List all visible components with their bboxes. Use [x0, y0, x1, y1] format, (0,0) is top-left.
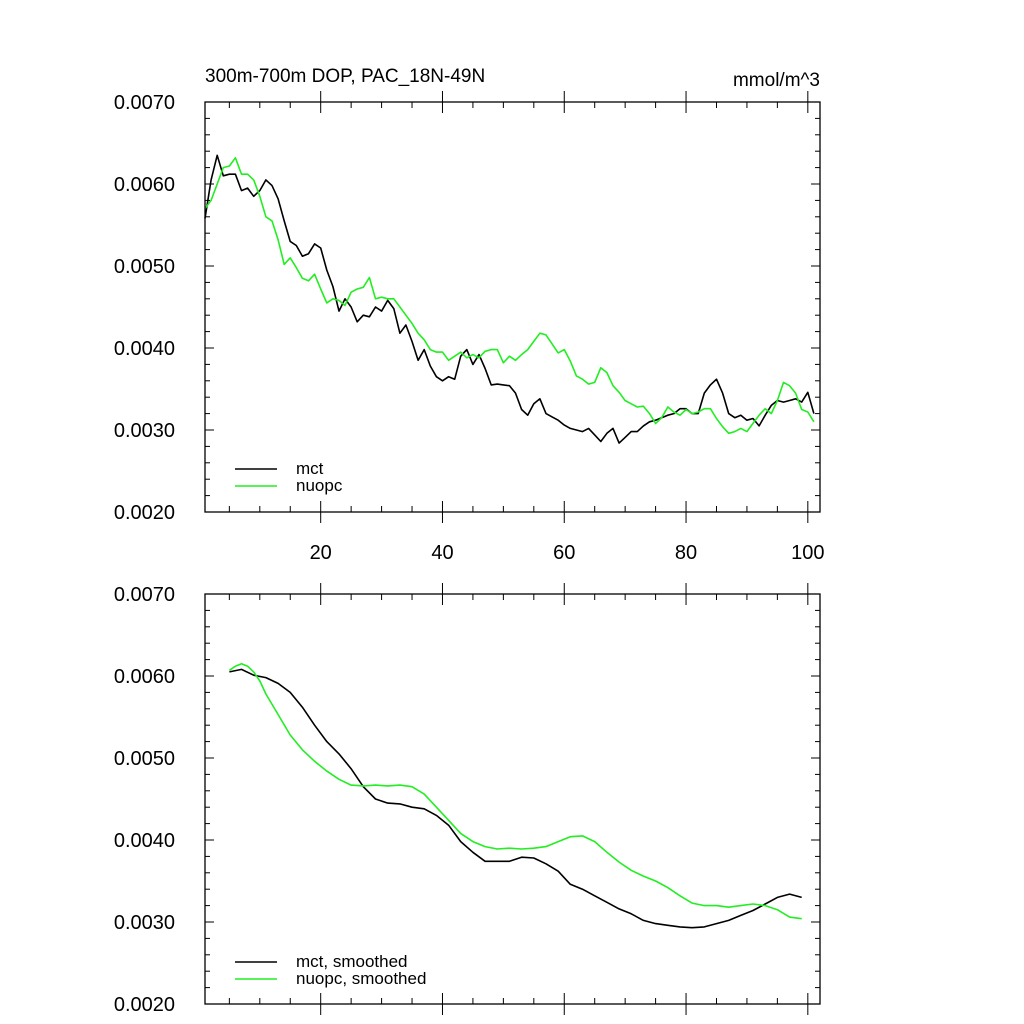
y-tick-label: 0.0030 [114, 420, 175, 442]
series-line-nuopc-smoothed [228, 662, 802, 920]
y-tick-label: 0.0030 [114, 912, 175, 934]
y-tick-label: 0.0040 [114, 338, 175, 360]
legend-label: mct, smoothed [296, 952, 408, 971]
chart-title: 300m-700m DOP, PAC_18N-49N [205, 66, 485, 87]
units-label: mmol/m^3 [733, 70, 820, 91]
top-panel: 300m-700m DOP, PAC_18N-49N mmol/m^3 0.00… [114, 66, 825, 564]
y-tick-label: 0.0020 [114, 994, 175, 1016]
y-tick-label: 0.0070 [114, 92, 175, 114]
plot-frame [204, 593, 821, 1005]
x-tick-label: 60 [553, 542, 575, 564]
y-tick-label: 0.0070 [114, 584, 175, 606]
y-tick-label: 0.0060 [114, 174, 175, 196]
x-tick-label: 40 [431, 542, 453, 564]
series-line-mct [204, 154, 815, 444]
x-tick-label: 100 [791, 542, 824, 564]
plot-frame [204, 101, 821, 513]
legend-label: mct [296, 459, 324, 478]
series-line-nuopc [204, 157, 815, 435]
y-tick-label: 0.0050 [114, 748, 175, 770]
legend-label: nuopc, smoothed [296, 969, 426, 988]
series-line-mct-smoothed [229, 668, 802, 929]
y-tick-label: 0.0050 [114, 256, 175, 278]
x-tick-label: 20 [310, 542, 332, 564]
y-tick-label: 0.0060 [114, 666, 175, 688]
bottom-panel: 0.0020 0.0030 0.0040 0.0050 0.0060 0.0070 mct… [114, 583, 821, 1016]
legend-label: nuopc [296, 476, 343, 495]
x-tick-label: 80 [675, 542, 697, 564]
y-tick-label: 0.0040 [114, 830, 175, 852]
y-tick-label: 0.0020 [114, 502, 175, 524]
